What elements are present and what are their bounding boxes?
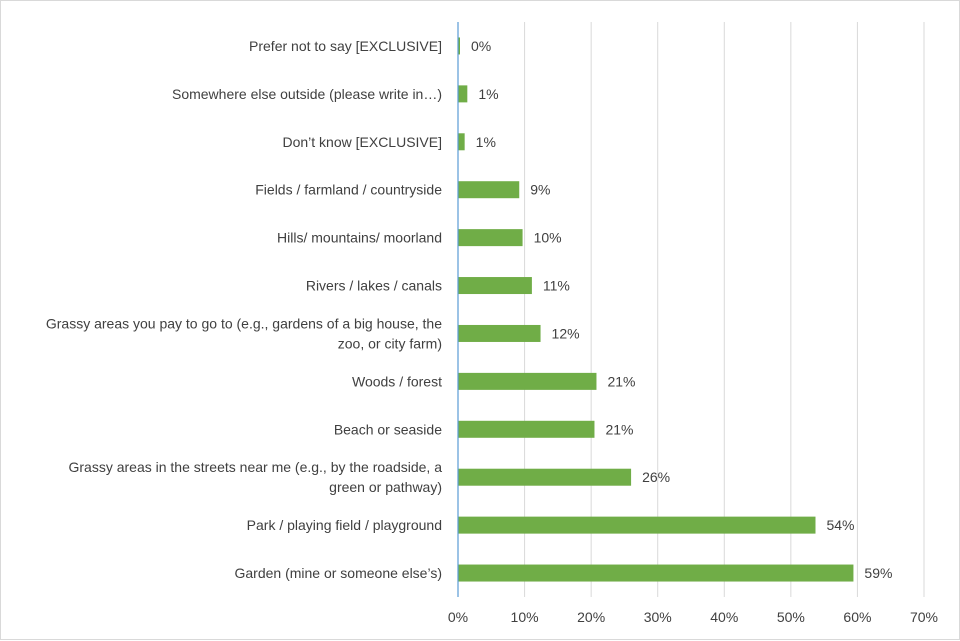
x-tick-label: 10% <box>511 609 539 625</box>
data-label: 10% <box>534 230 562 246</box>
x-tick-label: 70% <box>910 609 938 625</box>
data-label: 21% <box>605 421 633 437</box>
x-tick-label: 30% <box>644 609 672 625</box>
x-tick-label: 60% <box>843 609 871 625</box>
category-label-line: Prefer not to say [EXCLUSIVE] <box>249 38 442 54</box>
category-label-line: Garden (mine or someone else’s) <box>234 565 442 581</box>
category-label: Beach or seaside <box>334 421 442 437</box>
category-labels: Prefer not to say [EXCLUSIVE] Somewhere e… <box>46 38 442 581</box>
bars <box>458 37 854 582</box>
bar <box>458 277 532 295</box>
data-label: 1% <box>476 134 496 150</box>
category-label-line: Grassy areas you pay to go to (e.g., gar… <box>46 315 442 331</box>
x-tick-label: 40% <box>710 609 738 625</box>
bar <box>458 564 854 582</box>
category-label: Park / playing field / playground <box>247 517 442 533</box>
category-label-line: Fields / farmland / countryside <box>255 182 442 198</box>
category-label-line: Grassy areas in the streets near me (e.g… <box>68 459 442 475</box>
category-label: Garden (mine or someone else’s) <box>234 565 442 581</box>
category-label-line: zoo, or city farm) <box>338 335 442 351</box>
data-labels: 0% 1% 1% 9% 10% 11% 12% 21% 21% 26% 54% 59% <box>471 38 892 581</box>
bar <box>458 516 816 534</box>
category-label-line: Rivers / lakes / canals <box>306 278 442 294</box>
category-label: Don’t know [EXCLUSIVE] <box>282 134 442 150</box>
bar <box>458 324 541 342</box>
bar <box>458 181 520 199</box>
data-label: 12% <box>552 325 580 341</box>
x-tick-label: 0% <box>448 609 468 625</box>
category-label-line: Don’t know [EXCLUSIVE] <box>282 134 442 150</box>
data-label: 59% <box>864 565 892 581</box>
category-label-line: Woods / forest <box>352 373 442 389</box>
x-tick-label: 20% <box>577 609 605 625</box>
bar <box>458 420 595 438</box>
category-label: Woods / forest <box>352 373 442 389</box>
category-label: Rivers / lakes / canals <box>306 278 442 294</box>
bar <box>458 372 597 390</box>
data-label: 0% <box>471 38 491 54</box>
data-label: 1% <box>478 86 498 102</box>
data-label: 9% <box>530 182 550 198</box>
gridlines <box>524 22 925 597</box>
category-label-line: Somewhere else outside (please write in…… <box>172 86 442 102</box>
bar <box>458 133 465 151</box>
category-label-line: Park / playing field / playground <box>247 517 442 533</box>
category-label: Hills/ mountains/ moorland <box>277 230 442 246</box>
category-label: Grassy areas you pay to go to (e.g., gar… <box>46 315 442 351</box>
category-label: Grassy areas in the streets near me (e.g… <box>68 459 442 495</box>
data-label: 54% <box>826 517 854 533</box>
x-tick-label: 50% <box>777 609 805 625</box>
category-label: Prefer not to say [EXCLUSIVE] <box>249 38 442 54</box>
category-label-line: Hills/ mountains/ moorland <box>277 230 442 246</box>
data-label: 11% <box>543 278 570 294</box>
bar <box>458 229 523 247</box>
x-axis-ticks: 0% 10% 20% 30% 40% 50% 60% 70% <box>448 609 938 625</box>
data-label: 26% <box>642 469 670 485</box>
data-label: 21% <box>607 373 635 389</box>
bar <box>458 468 632 486</box>
bar <box>458 85 468 103</box>
category-label-line: Beach or seaside <box>334 421 442 437</box>
category-label: Somewhere else outside (please write in…… <box>172 86 442 102</box>
category-label: Fields / farmland / countryside <box>255 182 442 198</box>
category-label-line: green or pathway) <box>329 479 442 495</box>
bar <box>458 37 460 55</box>
